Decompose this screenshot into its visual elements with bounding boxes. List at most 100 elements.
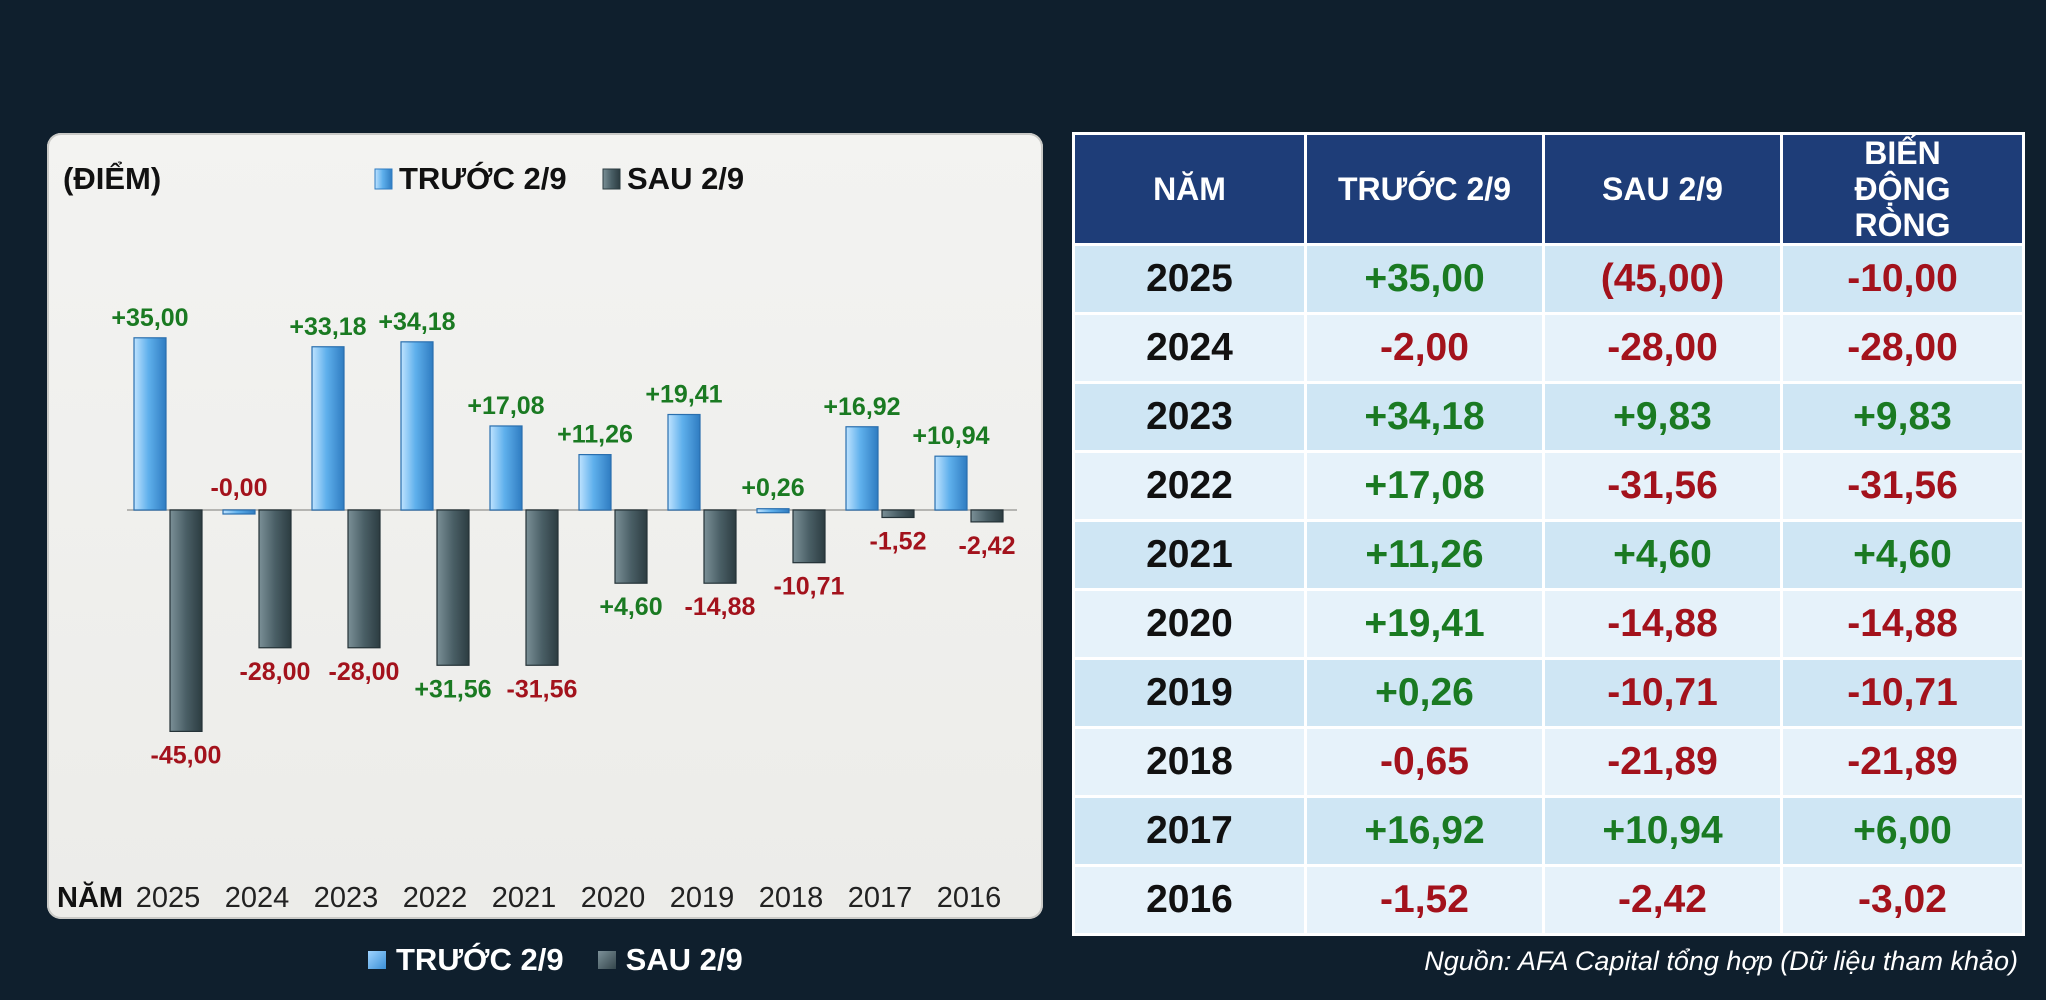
bottom-legend-item-sau: SAU 2/9 [597,942,743,978]
data-label-sau: -14,88 [685,593,756,621]
cell-truoc: -0,65 [1304,726,1545,798]
bar-chart: (ĐIỂM) TRƯỚC 2/9 SAU 2/9 +35,00 -45,00 2025 -0… [57,160,1017,914]
cell-sau: (45,00) [1542,243,1783,315]
header-sau: SAU 2/9 [1542,132,1783,246]
table-row: 2019 +0,26 -10,71 -10,71 [1072,657,2025,729]
bar-sau [525,509,559,666]
bar-truoc [667,413,701,511]
table-row: 2018 -0,65 -21,89 -21,89 [1072,726,2025,798]
bar-sau [436,509,470,666]
table-row: 2020 +19,41 -14,88 -14,88 [1072,588,2025,660]
table-row: 2024 -2,00 -28,00 -28,00 [1072,312,2025,384]
cell-truoc: -2,00 [1304,312,1545,384]
data-label-sau: +4,60 [599,593,662,621]
x-tick-label: 2020 [581,882,646,914]
x-tick-label: 2021 [492,882,557,914]
bar-sau [703,509,737,584]
x-axis-title: NĂM [57,881,123,914]
cell-bien-dong: -14,88 [1780,588,2025,660]
bar-sau [614,509,648,584]
legend-swatch-sau-top [602,168,621,190]
cell-sau: -14,88 [1542,588,1783,660]
cell-truoc: +34,18 [1304,381,1545,453]
cell-truoc: +11,26 [1304,519,1545,591]
cell-truoc: +17,08 [1304,450,1545,522]
cell-year: 2017 [1072,795,1307,867]
cell-year: 2022 [1072,450,1307,522]
table-row: 2016 -1,52 -2,42 -3,02 [1072,864,2025,936]
data-label-truoc: +0,26 [741,474,804,502]
table-row: 2021 +11,26 +4,60 +4,60 [1072,519,2025,591]
data-label-truoc: -0,00 [211,474,268,502]
cell-year: 2020 [1072,588,1307,660]
bar-truoc [934,455,968,511]
legend-swatch-sau [597,951,616,969]
x-tick-label: 2024 [225,882,290,914]
cell-bien-dong: -21,89 [1780,726,2025,798]
cell-sau: -10,71 [1542,657,1783,729]
cell-bien-dong: +9,83 [1780,381,2025,453]
cell-truoc: +16,92 [1304,795,1545,867]
bar-sau [792,509,826,564]
table-header-row: NĂM TRƯỚC 2/9 SAU 2/9 BIẾN ĐỘNG RÒNG [1072,132,2025,246]
bar-truoc [311,346,345,511]
data-label-sau: -28,00 [240,658,311,686]
bar-truoc [400,341,434,511]
legend-label-truoc: TRƯỚC 2/9 [399,160,567,196]
bottom-legend-label-sau: SAU 2/9 [625,942,743,977]
data-label-truoc: +33,18 [289,313,366,341]
bottom-legend: TRƯỚC 2/9 SAU 2/9 [368,942,743,978]
header-bien-dong: BIẾN ĐỘNG RÒNG [1780,132,2025,246]
cell-truoc: -1,52 [1304,864,1545,936]
cell-year: 2023 [1072,381,1307,453]
table-row: 2023 +34,18 +9,83 +9,83 [1072,381,2025,453]
bar-sau [347,509,381,649]
cell-bien-dong: +6,00 [1780,795,2025,867]
data-label-truoc: +35,00 [111,304,188,332]
cell-bien-dong: -10,00 [1780,243,2025,315]
bar-sau [970,509,1004,523]
cell-year: 2016 [1072,864,1307,936]
data-label-sau: -31,56 [507,675,578,703]
data-label-sau: -2,42 [959,532,1016,560]
cell-sau: +10,94 [1542,795,1783,867]
data-label-truoc: +11,26 [557,421,633,449]
bar-truoc [222,509,256,515]
cell-truoc: +19,41 [1304,588,1545,660]
chart-panel: (ĐIỂM) TRƯỚC 2/9 SAU 2/9 +35,00 -45,00 2025 -0… [47,133,1043,919]
x-tick-label: 2019 [670,882,735,914]
legend-swatch-truoc-top [374,168,393,190]
bar-truoc [578,454,612,511]
table-row: 2022 +17,08 -31,56 -31,56 [1072,450,2025,522]
cell-truoc: +0,26 [1304,657,1545,729]
bottom-legend-label-truoc: TRƯỚC 2/9 [396,942,564,977]
cell-sau: -2,42 [1542,864,1783,936]
cell-bien-dong: -31,56 [1780,450,2025,522]
bar-sau [169,509,203,732]
bar-truoc [489,425,523,511]
data-table: NĂM TRƯỚC 2/9 SAU 2/9 BIẾN ĐỘNG RÒNG 202… [1072,132,2025,936]
cell-bien-dong: -28,00 [1780,312,2025,384]
data-label-truoc: +16,92 [823,393,900,421]
x-tick-label: 2018 [759,882,824,914]
x-tick-label: 2022 [403,882,468,914]
table-row: 2025 +35,00 (45,00) -10,00 [1072,243,2025,315]
bar-truoc [756,508,790,514]
cell-sau: -31,56 [1542,450,1783,522]
data-label-sau: -45,00 [151,741,222,769]
cell-sau: -21,89 [1542,726,1783,798]
cell-year: 2018 [1072,726,1307,798]
cell-sau: -28,00 [1542,312,1783,384]
data-label-sau: -10,71 [774,573,845,601]
cell-bien-dong: +4,60 [1780,519,2025,591]
data-label-sau: -1,52 [870,527,927,555]
table-body: 2025 +35,00 (45,00) -10,00 2024 -2,00 -28,00 -2… [1072,243,2025,936]
legend-label-sau: SAU 2/9 [627,161,744,196]
bar-sau [258,509,292,649]
bar-sau [881,509,915,519]
cell-year: 2025 [1072,243,1307,315]
cell-bien-dong: -10,71 [1780,657,2025,729]
cell-year: 2021 [1072,519,1307,591]
data-label-truoc: +10,94 [912,422,989,450]
cell-sau: +4,60 [1542,519,1783,591]
